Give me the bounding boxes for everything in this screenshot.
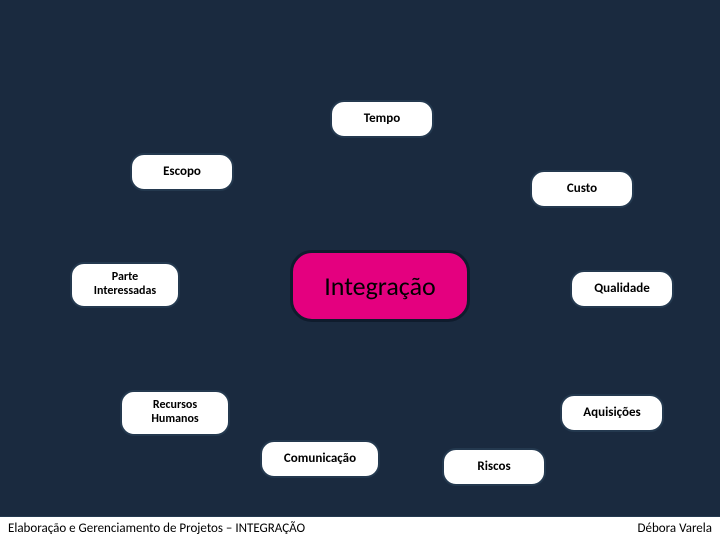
node-recursos: RecursosHumanos — [120, 390, 230, 436]
node-qualidade: Qualidade — [570, 270, 674, 308]
node-custo: Custo — [530, 170, 634, 208]
footer-author: Débora Varela — [637, 521, 712, 536]
diagram-canvas: Integração Tempo Escopo Custo ParteInter… — [0, 0, 720, 540]
footer-title: Elaboração e Gerenciamento de Projetos –… — [8, 521, 305, 536]
node-tempo: Tempo — [330, 100, 434, 138]
node-riscos: Riscos — [442, 448, 546, 486]
center-node-integracao: Integração — [290, 250, 470, 322]
node-parte: ParteInteressadas — [70, 262, 180, 308]
node-comunicacao: Comunicação — [260, 440, 380, 478]
node-escopo: Escopo — [130, 153, 234, 191]
footer-bar: Elaboração e Gerenciamento de Projetos –… — [0, 516, 720, 540]
node-aquisicoes: Aquisições — [560, 394, 664, 432]
